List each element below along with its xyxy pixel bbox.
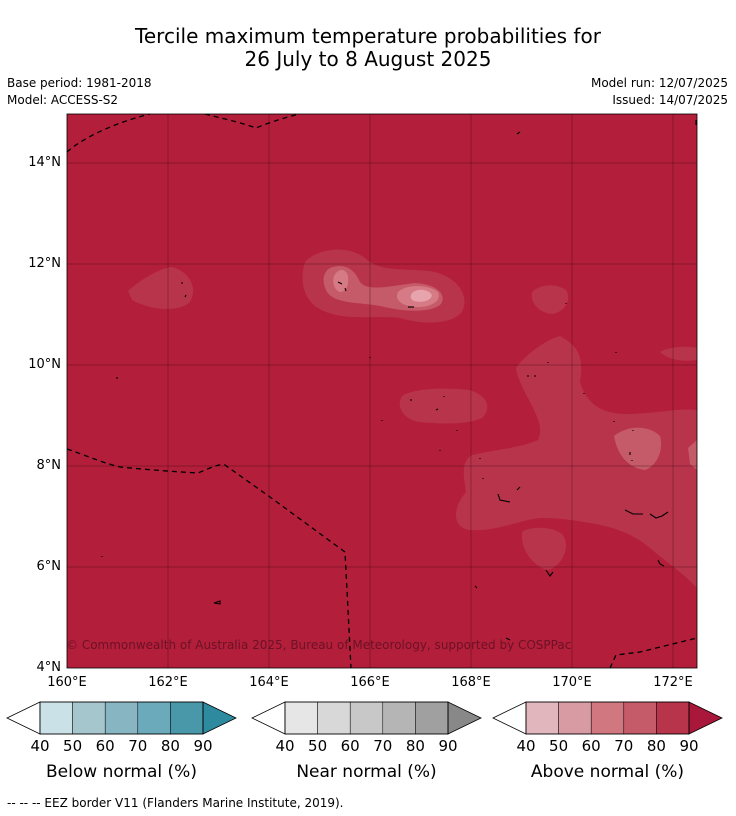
colorbar-tick-label: 60 <box>340 737 360 755</box>
colorbar-tick-label: 50 <box>308 737 328 755</box>
islands <box>101 120 697 641</box>
issued-date: Issued: 14/07/2025 <box>612 93 728 107</box>
colorbar-1 <box>251 701 482 735</box>
lon-tick-162: 162°E <box>148 675 188 690</box>
colorbar-extend-high <box>202 701 237 735</box>
lat-tick-10: 10°N <box>28 357 61 372</box>
above-normal-90-region <box>67 114 697 668</box>
lon-tick-168: 168°E <box>451 675 491 690</box>
probability-map <box>67 114 697 668</box>
colorbar-2 <box>492 701 723 735</box>
colorbar-segment <box>382 701 416 735</box>
band-80-90-east-small <box>531 285 569 314</box>
colorbar-extend-high <box>447 701 482 735</box>
colorbar-tick-label: 50 <box>549 737 569 755</box>
colorbar-tick-label: 90 <box>438 737 458 755</box>
band-80-90-mid <box>399 388 488 424</box>
colorbar-title: Near normal (%) <box>296 762 437 782</box>
copyright-watermark: © Commonwealth of Australia 2025, Bureau… <box>66 638 572 652</box>
colorbar-segment <box>317 701 351 735</box>
lat-tick-8: 8°N <box>36 458 62 473</box>
colorbar-tick-label: 80 <box>405 737 425 755</box>
colorbar-segment <box>349 701 384 735</box>
colorbar-tick-label: 40 <box>275 737 295 755</box>
map-title-line1: Tercile maximum temperature probabilitie… <box>135 24 601 48</box>
colorbar-segment <box>623 701 657 735</box>
colorbar-extend-low <box>492 701 527 735</box>
map-frame <box>66 113 698 669</box>
colorbar-0 <box>6 701 237 735</box>
band-80-90-east <box>455 336 697 588</box>
lon-tick-166: 166°E <box>350 675 390 690</box>
lon-tick-172: 172°E <box>653 675 693 690</box>
colorbar-segment <box>558 701 592 735</box>
colorbar-tick-label: 90 <box>193 737 213 755</box>
colorbar-extend-high <box>688 701 723 735</box>
colorbar-tick-label: 40 <box>30 737 50 755</box>
colorbar-segment <box>72 701 106 735</box>
lat-tick-6: 6°N <box>36 559 62 574</box>
colorbar-tick-label: 70 <box>373 737 393 755</box>
map-title-line2: 26 July to 8 August 2025 <box>244 47 492 71</box>
band-80-90-northeast <box>660 346 697 361</box>
colorbar-segment <box>590 701 625 735</box>
colorbar-segment <box>104 701 139 735</box>
colorbar-frame <box>39 701 204 735</box>
lat-tick-14: 14°N <box>28 155 61 170</box>
colorbar-tick-label: 50 <box>63 737 83 755</box>
colorbar-tick-label: 60 <box>581 737 601 755</box>
lat-tick-12: 12°N <box>28 256 61 271</box>
colorbar-segment <box>415 701 449 735</box>
band-80-90-south <box>521 527 567 570</box>
lon-tick-164: 164°E <box>249 675 289 690</box>
colorbar-tick-label: 70 <box>614 737 634 755</box>
eez-borders <box>67 114 697 668</box>
band-70-80-east-edge <box>688 440 697 470</box>
colorbar-segment <box>525 701 559 735</box>
colorbar-tick-label: 80 <box>160 737 180 755</box>
colorbar-frame <box>284 701 449 735</box>
colorbar-tick-label: 70 <box>128 737 148 755</box>
band-70-80-east <box>614 427 662 470</box>
colorbar-extend-low <box>251 701 286 735</box>
colorbar-segment <box>39 701 73 735</box>
eez-legend: -- -- -- EEZ border V11 (Flanders Marine… <box>7 796 344 810</box>
lon-tick-160: 160°E <box>47 675 87 690</box>
colorbar-frame <box>525 701 690 735</box>
base-period: Base period: 1981-2018 <box>7 76 152 90</box>
model-run: Model run: 12/07/2025 <box>590 76 728 90</box>
colorbar-extend-low <box>6 701 41 735</box>
colorbar-tick-label: 60 <box>95 737 115 755</box>
lat-tick-4: 4°N <box>36 660 62 675</box>
colorbar-segment <box>284 701 318 735</box>
model-name: Model: ACCESS-S2 <box>7 93 119 107</box>
map-gridlines <box>67 114 697 668</box>
colorbar-segment <box>137 701 171 735</box>
colorbars <box>6 701 723 735</box>
lon-tick-170: 170°E <box>552 675 592 690</box>
colorbar-title: Below normal (%) <box>46 762 197 782</box>
colorbar-tick-label: 40 <box>516 737 536 755</box>
colorbar-segment <box>656 701 690 735</box>
colorbar-segment <box>170 701 204 735</box>
colorbar-tick-label: 80 <box>646 737 666 755</box>
band-50-60-core <box>410 289 432 302</box>
colorbar-title: Above normal (%) <box>530 762 685 782</box>
band-60-70-west-lobe <box>333 270 349 292</box>
colorbar-tick-label: 90 <box>679 737 699 755</box>
band-80-90-west <box>128 267 194 309</box>
